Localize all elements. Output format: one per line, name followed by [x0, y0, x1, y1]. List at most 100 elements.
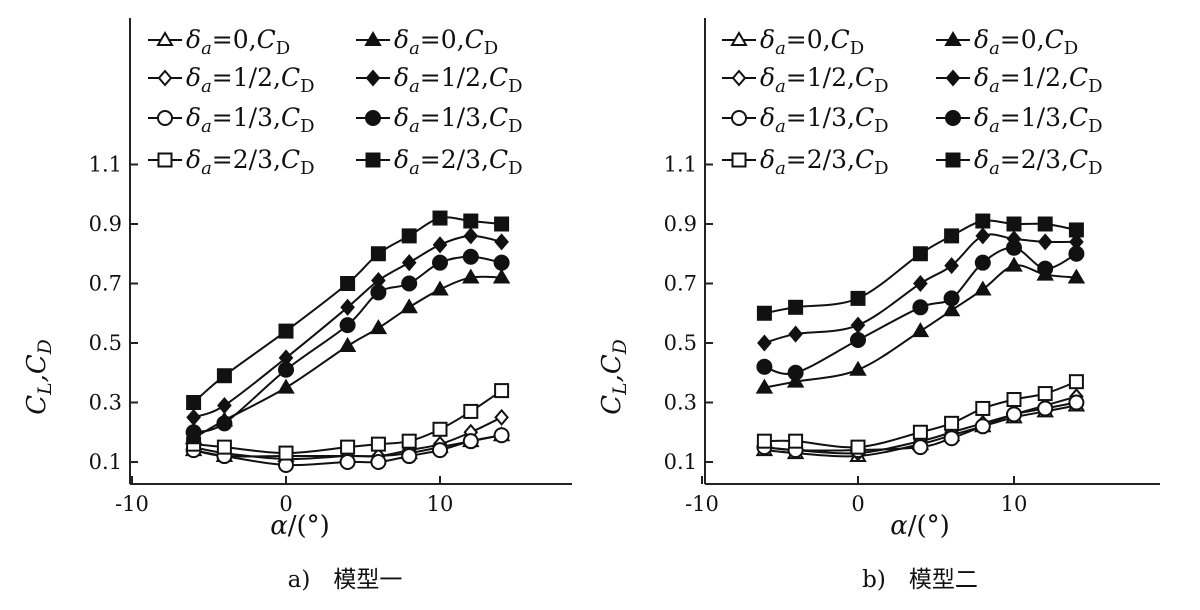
- data-point: [278, 361, 294, 378]
- data-point: [277, 378, 295, 394]
- data-point: [942, 301, 961, 317]
- y-axis-label-text: CL,CD: [22, 339, 56, 415]
- data-point: [462, 248, 479, 265]
- legend-label: δa=1/3,CD: [394, 103, 523, 137]
- legend-marker: [364, 31, 382, 46]
- y-tick-label: 0.1: [664, 450, 697, 474]
- data-point: [1006, 239, 1022, 256]
- x-tick-label: -10: [115, 492, 149, 516]
- data-point: [944, 228, 960, 244]
- legend-label: δa=0,CD: [394, 25, 498, 59]
- data-point: [370, 246, 386, 262]
- data-point: [278, 445, 294, 461]
- legend-marker: [365, 69, 381, 87]
- data-point: [494, 383, 510, 399]
- y-axis-label-text: CL,CD: [597, 339, 631, 415]
- y-tick-label: 0.9: [664, 212, 697, 236]
- data-point: [278, 323, 294, 339]
- data-point: [850, 290, 866, 306]
- data-point: [340, 298, 355, 316]
- legend-label: δa=0,CD: [186, 25, 290, 59]
- data-point: [975, 227, 991, 245]
- data-point: [787, 364, 804, 381]
- data-point: [1006, 392, 1022, 408]
- data-point: [369, 319, 388, 335]
- data-point: [462, 268, 480, 284]
- data-point: [757, 334, 772, 352]
- data-point: [370, 454, 387, 470]
- panel-caption: b) 模型二: [862, 567, 978, 593]
- data-point: [944, 415, 960, 431]
- data-point: [340, 439, 356, 455]
- data-point: [186, 395, 202, 410]
- y-tick-label: 0.5: [89, 331, 122, 355]
- data-point: [492, 268, 511, 284]
- x-tick-label: 10: [1001, 492, 1028, 516]
- data-point: [494, 408, 509, 426]
- data-point: [432, 421, 448, 437]
- data-point: [370, 436, 386, 452]
- legend-marker: [157, 69, 173, 87]
- data-point: [462, 433, 479, 450]
- data-point: [944, 257, 959, 275]
- chart-panel-model-one: 0.1 0.3 0.5 0.7 0.9 1.1 -10 0 10 α/(°) CL,CD δa=0,C…: [22, 18, 572, 593]
- legend-label: δa=2/3,CD: [974, 145, 1103, 179]
- y-tick-label: 0.7: [89, 272, 122, 296]
- data-point: [216, 439, 232, 455]
- x-tick-label: 0: [279, 492, 292, 516]
- data-point: [850, 332, 866, 349]
- data-point: [849, 360, 867, 376]
- data-point: [401, 448, 418, 465]
- x-axis-label: α/(°): [890, 511, 950, 541]
- data-point: [1005, 256, 1023, 272]
- legend-marker: [944, 31, 962, 46]
- data-point: [1068, 245, 1085, 262]
- data-point: [493, 427, 510, 444]
- data-point: [912, 299, 929, 316]
- legend-marker: [365, 110, 381, 126]
- legend-marker: [945, 69, 961, 87]
- y-tick-label: 1.1: [664, 153, 697, 177]
- data-point: [975, 213, 991, 229]
- legend-label: δa=1/3,CD: [974, 103, 1103, 137]
- data-point: [974, 418, 991, 435]
- legend-marker: [156, 31, 174, 46]
- legend-label: δa=1/2,CD: [186, 63, 315, 97]
- data-point: [432, 210, 448, 226]
- legend-label: δa=2/3,CD: [394, 145, 523, 179]
- data-point: [339, 454, 356, 470]
- data-point: [432, 442, 448, 459]
- data-point: [463, 213, 479, 229]
- data-point: [1006, 216, 1022, 232]
- y-tick-label: 0.9: [89, 212, 122, 236]
- data-point: [912, 246, 928, 262]
- legend-marker: [731, 152, 747, 168]
- chart-panel-model-two: 0.1 0.3 0.5 0.7 0.9 1.1 -10 0 10 α/(°) CL,CD δa=0,C…: [597, 18, 1160, 593]
- panel-caption: a) 模型一: [288, 567, 403, 593]
- y-tick-label: 1.1: [89, 153, 122, 177]
- data-point: [850, 439, 866, 455]
- y-tick-label: 0.3: [89, 391, 122, 415]
- y-axis-label: CL,CD: [22, 339, 56, 415]
- data-point: [1037, 400, 1054, 417]
- data-point: [370, 284, 387, 301]
- data-point: [1037, 386, 1053, 402]
- x-axis-label: α/(°): [270, 511, 330, 541]
- data-point: [401, 228, 417, 244]
- data-point: [400, 298, 418, 314]
- legend-label: δa=0,CD: [760, 25, 864, 59]
- legend-marker: [945, 152, 961, 168]
- legend-marker: [731, 110, 747, 126]
- legend-marker: [157, 110, 173, 126]
- y-tick-label: 0.1: [89, 450, 122, 474]
- y-tick-label: 0.3: [664, 391, 697, 415]
- data-point: [788, 325, 803, 343]
- data-point: [756, 433, 772, 449]
- data-point: [1068, 222, 1084, 238]
- data-point: [401, 254, 417, 272]
- data-point: [788, 433, 804, 449]
- legend-label: δa=1/3,CD: [760, 103, 889, 137]
- x-tick-label: 10: [427, 492, 454, 516]
